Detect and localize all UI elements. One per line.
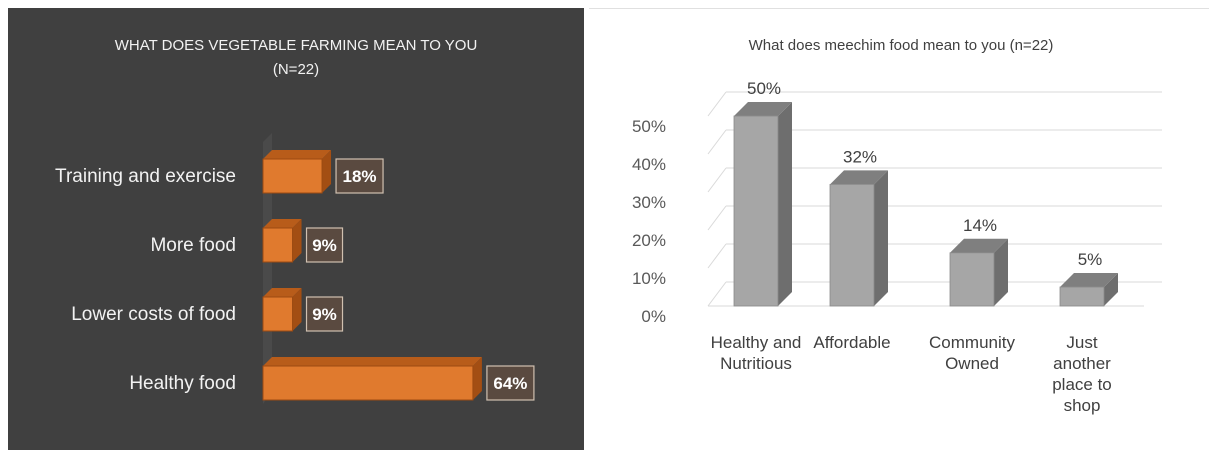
y-tick-label: 10% [632,269,666,288]
bar [829,183,875,307]
data-label: 14% [963,216,997,235]
data-label: 64% [493,374,527,393]
bar-top-face [734,102,792,116]
data-label: 5% [1078,250,1103,269]
gridline-diagonal [707,243,727,269]
gridline-diagonal [707,91,727,117]
bar-side-face [472,357,482,400]
left-chart-title-line1: WHAT DOES VEGETABLE FARMING MEAN TO YOU [115,37,478,54]
bar-side-face [322,150,332,193]
y-tick-label: 0% [641,307,666,326]
category-label: Community [929,333,1015,352]
category-label: Just [1066,333,1097,352]
bar-top-face [950,238,1008,253]
bar-side-face [292,288,302,331]
y-tick-label: 40% [632,155,666,174]
bar [262,227,294,263]
category-label: shop [1064,396,1101,415]
category-label: Nutritious [720,354,792,373]
bar [733,115,779,307]
bar-side-face [292,219,302,262]
bar-side-face [874,170,888,306]
bar-side-face [778,102,792,306]
data-label: 50% [747,79,781,98]
bar-top-face [263,357,482,366]
category-label: place to [1052,375,1112,394]
bar-top-face [263,219,302,228]
data-label-box [305,296,344,332]
gridline-diagonal [707,281,727,307]
bar [262,365,474,401]
bar [1059,286,1105,307]
gridline-diagonal [707,205,727,231]
bar-top-face [263,288,302,297]
y-tick-label: 50% [632,117,666,136]
bar [262,296,294,332]
category-label: Healthy and [711,333,802,352]
y-tick-label: 30% [632,193,666,212]
bar-side-face [1104,273,1118,306]
right-chart-panel [589,8,1209,451]
right-chart-title: What does meechim food mean to you (n=22… [749,37,1054,54]
category-label: another [1053,354,1111,373]
gridline-diagonal [707,129,727,155]
gridline-diagonal [707,167,727,193]
bar-top-face [263,150,332,159]
data-label: 32% [843,147,877,166]
data-label-box [305,227,344,263]
bar [949,252,995,307]
data-label: 9% [312,236,337,255]
category-label: Lower costs of food [71,304,236,325]
category-label: Owned [945,354,999,373]
data-label-box [486,365,535,401]
category-label: Training and exercise [55,166,236,187]
bar [262,158,323,194]
y-tick-label: 20% [632,231,666,250]
left-chart-title-line2: (N=22) [273,61,319,78]
bar-side-face [994,238,1008,306]
data-label-box [335,158,384,194]
bar-top-face [1060,273,1118,287]
bar-top-face [830,170,888,185]
data-label: 9% [312,305,337,324]
category-label: Healthy food [129,373,236,394]
category-label: More food [150,235,236,256]
category-label: Affordable [813,333,890,352]
left-axis-wall [263,133,272,404]
data-label: 18% [343,167,377,186]
